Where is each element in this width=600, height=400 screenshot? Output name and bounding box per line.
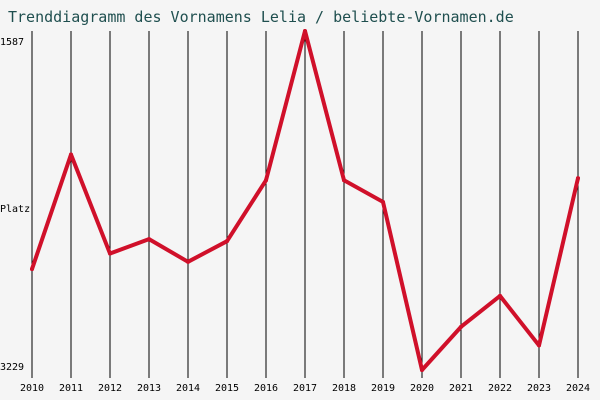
x-tick-2022: 2022 xyxy=(488,383,512,394)
x-tick-2017: 2017 xyxy=(293,383,317,394)
grid-lines xyxy=(31,31,579,378)
x-tick-2018: 2018 xyxy=(332,383,356,394)
data-point-2020 xyxy=(420,368,424,372)
x-tick-2020: 2020 xyxy=(410,383,434,394)
y-axis-label: Platz xyxy=(0,204,30,215)
data-point-2010 xyxy=(30,267,34,272)
x-tick-2010: 2010 xyxy=(20,383,44,394)
data-point-2012 xyxy=(108,251,112,256)
chart-title: Trenddiagramm des Vornamens Lelia / beli… xyxy=(8,8,514,26)
x-tick-2012: 2012 xyxy=(98,383,122,394)
data-point-2011 xyxy=(69,152,73,157)
y-tick-1587: 1587 xyxy=(0,37,24,48)
data-point-2022 xyxy=(498,293,502,298)
x-tick-2024: 2024 xyxy=(566,383,590,394)
x-tick-2021: 2021 xyxy=(449,383,473,394)
data-point-2017 xyxy=(303,29,307,33)
x-tick-2023: 2023 xyxy=(527,383,551,394)
data-point-2023 xyxy=(537,343,541,348)
y-tick-3229: 3229 xyxy=(0,362,24,373)
series-group xyxy=(30,29,580,372)
data-point-2014 xyxy=(186,259,190,264)
x-tick-2011: 2011 xyxy=(59,383,83,394)
data-point-2019 xyxy=(381,199,385,204)
data-point-2015 xyxy=(225,239,229,244)
x-tick-labels: 2010 2011 2012 2013 2014 2015 2016 2017 2018 2019… xyxy=(20,383,590,394)
data-point-2021 xyxy=(459,324,463,329)
x-tick-2016: 2016 xyxy=(254,383,278,394)
y-tick-labels: 1587 3229 xyxy=(0,37,24,373)
data-point-2024 xyxy=(576,176,580,181)
x-tick-2015: 2015 xyxy=(215,383,239,394)
data-point-2018 xyxy=(342,178,346,183)
x-tick-2013: 2013 xyxy=(137,383,161,394)
x-tick-2014: 2014 xyxy=(176,383,200,394)
data-point-2016 xyxy=(264,178,268,183)
data-point-2013 xyxy=(147,237,151,242)
x-tick-2019: 2019 xyxy=(371,383,395,394)
